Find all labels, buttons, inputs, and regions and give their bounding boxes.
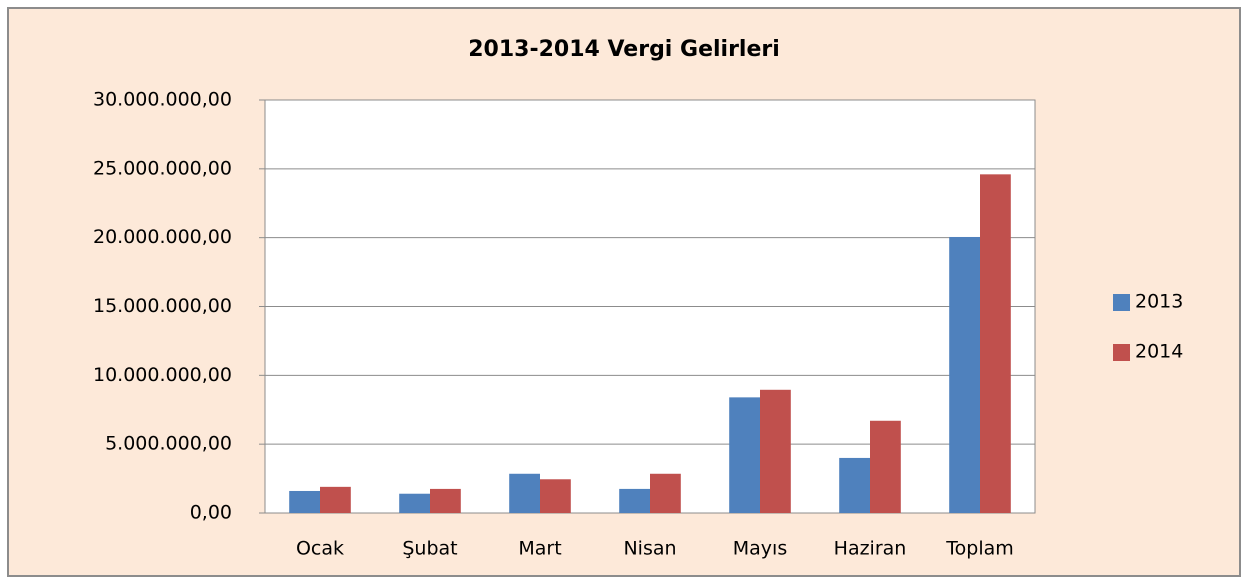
bar <box>980 174 1011 513</box>
bar <box>839 457 870 513</box>
y-tick-label: 25.000.000,00 <box>93 157 232 179</box>
legend-label: 2014 <box>1135 341 1183 363</box>
bar <box>540 479 571 513</box>
bar <box>399 493 430 513</box>
x-tick-label: Nisan <box>623 538 676 560</box>
bar <box>760 389 791 513</box>
chart-title: 2013-2014 Vergi Gelirleri <box>468 37 780 62</box>
bar <box>430 488 461 513</box>
bar <box>650 473 681 513</box>
x-tick-label: Mart <box>518 538 561 560</box>
x-tick-label: Mayıs <box>733 538 787 560</box>
x-tick-label: Şubat <box>402 538 457 560</box>
y-tick-label: 15.000.000,00 <box>93 295 232 317</box>
y-tick-label: 30.000.000,00 <box>93 89 232 111</box>
legend-swatch <box>1113 294 1130 311</box>
bar <box>619 488 650 513</box>
bar <box>509 473 540 513</box>
y-tick-label: 20.000.000,00 <box>93 226 232 248</box>
bar <box>289 490 320 513</box>
y-tick-label: 0,00 <box>190 502 232 524</box>
y-tick-label: 10.000.000,00 <box>93 364 232 386</box>
x-tick-label: Toplam <box>945 538 1014 560</box>
x-tick-label: Ocak <box>296 538 344 560</box>
bar <box>870 420 901 513</box>
x-tick-label: Haziran <box>834 538 907 560</box>
y-tick-label: 5.000.000,00 <box>105 433 232 455</box>
legend-label: 2013 <box>1135 291 1183 313</box>
bar <box>949 236 980 513</box>
bar <box>729 397 760 513</box>
legend-swatch <box>1113 344 1130 361</box>
bar <box>320 486 351 513</box>
